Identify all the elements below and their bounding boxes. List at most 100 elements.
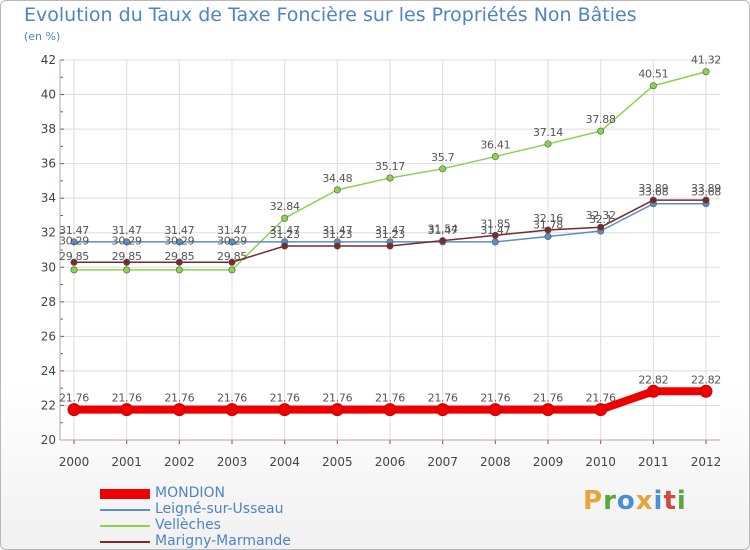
data-label-marigny: 31.23 bbox=[322, 228, 352, 241]
data-label-leigne: 33.68 bbox=[638, 186, 668, 199]
data-point-leigne bbox=[544, 233, 552, 241]
data-label-mondion: 21.76 bbox=[270, 392, 300, 405]
data-point-marigny bbox=[439, 237, 447, 245]
legend-swatch-leigne bbox=[100, 509, 150, 511]
data-label-velleches: 35.17 bbox=[375, 160, 405, 173]
data-point-mondion bbox=[594, 403, 608, 417]
data-point-marigny bbox=[597, 223, 605, 231]
x-tick-label: 2012 bbox=[691, 455, 722, 469]
data-point-marigny bbox=[281, 242, 289, 250]
data-point-leigne bbox=[491, 238, 499, 246]
data-label-mondion: 21.76 bbox=[428, 392, 458, 405]
chart-title: Evolution du Taux de Taxe Foncière sur l… bbox=[24, 4, 637, 26]
data-label-velleches: 34.48 bbox=[322, 172, 352, 185]
data-label-velleches: 29.85 bbox=[59, 250, 89, 263]
data-label-mondion: 21.76 bbox=[586, 392, 616, 405]
data-point-marigny bbox=[333, 242, 341, 250]
data-label-mondion: 21.76 bbox=[112, 392, 142, 405]
data-point-mondion bbox=[278, 403, 292, 417]
legend-label-velleches: Vellèches bbox=[155, 517, 221, 533]
data-label-velleches: 29.85 bbox=[112, 250, 142, 263]
legend: MONDION Leigné-sur-Usseau Vellèches Mari… bbox=[100, 485, 360, 550]
data-label-leigne: 31.47 bbox=[59, 224, 89, 237]
x-tick-label: 2001 bbox=[111, 455, 142, 469]
legend-label-marigny: Marigny-Marmande bbox=[155, 533, 291, 549]
data-label-mondion: 21.76 bbox=[322, 392, 352, 405]
data-label-velleches: 32.84 bbox=[270, 200, 300, 213]
data-label-leigne: 31.47 bbox=[217, 224, 247, 237]
y-tick-label: 22 bbox=[41, 398, 56, 412]
data-label-mondion: 21.76 bbox=[375, 392, 405, 405]
x-tick-label: 2008 bbox=[480, 455, 511, 469]
y-tick-label: 30 bbox=[41, 260, 56, 274]
data-label-leigne: 33.68 bbox=[691, 186, 721, 199]
data-label-marigny: 31.85 bbox=[480, 217, 510, 230]
data-point-marigny bbox=[70, 258, 78, 266]
y-tick-label: 36 bbox=[41, 157, 56, 171]
data-label-leigne: 31.47 bbox=[480, 224, 510, 237]
y-tick-label: 38 bbox=[41, 122, 56, 136]
data-point-velleches bbox=[491, 153, 499, 161]
x-tick-label: 2011 bbox=[638, 455, 669, 469]
data-label-velleches: 35.7 bbox=[431, 151, 455, 164]
data-point-mondion bbox=[436, 403, 450, 417]
legend-label-mondion: MONDION bbox=[155, 485, 225, 501]
data-point-mondion bbox=[383, 403, 397, 417]
proxiti-logo: Proxiti bbox=[583, 486, 687, 516]
legend-item-leigne: Leigné-sur-Usseau bbox=[100, 501, 360, 518]
data-label-leigne: 31.47 bbox=[322, 224, 352, 237]
data-label-leigne: 32.1 bbox=[589, 213, 612, 226]
x-tick-label: 2000 bbox=[59, 455, 90, 469]
data-label-marigny: 32.16 bbox=[533, 212, 563, 225]
y-tick-label: 28 bbox=[41, 295, 56, 309]
data-label-velleches: 29.85 bbox=[164, 250, 194, 263]
data-point-velleches bbox=[597, 127, 605, 135]
data-point-velleches bbox=[123, 266, 131, 274]
x-tick-label: 2007 bbox=[427, 455, 458, 469]
unit-label: (en %) bbox=[24, 30, 61, 43]
legend-item-mondion: MONDION bbox=[100, 485, 360, 502]
data-label-marigny: 31.23 bbox=[270, 228, 300, 241]
data-label-leigne: 31.47 bbox=[428, 224, 458, 237]
data-point-leigne bbox=[123, 238, 131, 246]
data-point-leigne bbox=[228, 238, 236, 246]
data-point-mondion bbox=[646, 384, 660, 398]
data-label-mondion: 22.82 bbox=[638, 373, 668, 386]
data-point-marigny bbox=[491, 231, 499, 239]
x-tick-label: 2002 bbox=[164, 455, 195, 469]
y-tick-label: 32 bbox=[41, 226, 56, 240]
y-tick-label: 20 bbox=[41, 433, 56, 447]
data-point-mondion bbox=[699, 384, 713, 398]
data-label-velleches: 37.14 bbox=[533, 126, 563, 139]
data-point-marigny bbox=[386, 242, 394, 250]
legend-item-marigny: Marigny-Marmande bbox=[100, 533, 360, 550]
data-point-velleches bbox=[649, 82, 657, 90]
data-point-leigne bbox=[70, 238, 78, 246]
data-point-marigny bbox=[175, 258, 183, 266]
data-point-marigny bbox=[649, 196, 657, 204]
data-point-velleches bbox=[333, 186, 341, 194]
y-tick-label: 40 bbox=[41, 88, 56, 102]
data-label-marigny: 33.89 bbox=[638, 182, 668, 195]
x-tick-label: 2005 bbox=[322, 455, 353, 469]
y-tick-label: 24 bbox=[41, 364, 56, 378]
x-tick-label: 2003 bbox=[217, 455, 248, 469]
data-point-velleches bbox=[439, 165, 447, 173]
data-label-marigny: 33.89 bbox=[691, 182, 721, 195]
data-label-marigny: 30.29 bbox=[217, 234, 247, 247]
data-point-mondion bbox=[172, 403, 186, 417]
x-tick-label: 2004 bbox=[269, 455, 300, 469]
data-point-mondion bbox=[488, 403, 502, 417]
data-label-mondion: 22.82 bbox=[691, 373, 721, 386]
data-label-leigne: 31.47 bbox=[112, 224, 142, 237]
legend-item-velleches: Vellèches bbox=[100, 517, 360, 534]
data-label-marigny: 30.29 bbox=[164, 234, 194, 247]
y-tick-label: 34 bbox=[41, 191, 56, 205]
data-label-leigne: 31.78 bbox=[533, 219, 563, 232]
data-point-velleches bbox=[228, 266, 236, 274]
data-label-mondion: 21.76 bbox=[164, 392, 194, 405]
data-point-mondion bbox=[330, 403, 344, 417]
data-point-marigny bbox=[123, 258, 131, 266]
data-label-marigny: 30.29 bbox=[59, 234, 89, 247]
